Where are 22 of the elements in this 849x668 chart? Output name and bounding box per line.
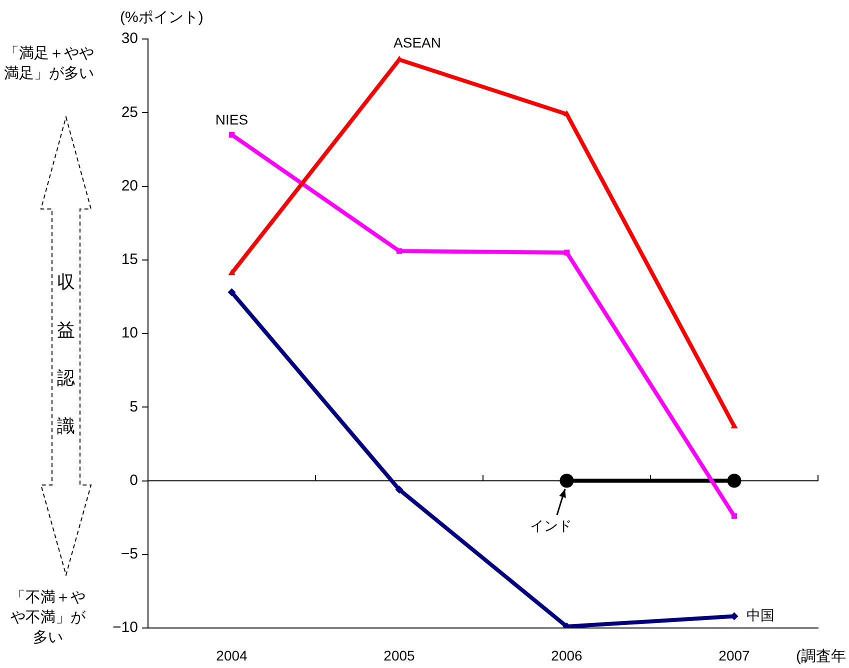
series-label: ASEAN bbox=[394, 34, 441, 50]
y-tick-label: 0 bbox=[130, 472, 138, 489]
text: 「満足＋やや満足」が多い bbox=[4, 44, 95, 84]
y-tick-label: 15 bbox=[121, 251, 138, 268]
y-tick-label: −10 bbox=[112, 619, 138, 636]
x-tick-label: 2007 bbox=[718, 647, 750, 664]
y-tick-label: 20 bbox=[121, 177, 138, 194]
series-label: NIES bbox=[215, 112, 248, 128]
y-tick-label: 5 bbox=[130, 398, 138, 416]
legend-label: インド bbox=[530, 518, 572, 534]
x-axis-title: (調査年 bbox=[796, 648, 846, 666]
y-tick-label: 25 bbox=[121, 104, 138, 121]
text: 「不満＋やや不満」が多い bbox=[10, 588, 86, 648]
x-tick-label: 2006 bbox=[551, 647, 583, 664]
text: 収益認識 bbox=[57, 272, 75, 436]
y-axis-title: (%ポイント) bbox=[120, 9, 204, 26]
series-label: 中国 bbox=[746, 607, 774, 624]
x-tick-label: 2004 bbox=[216, 647, 248, 664]
y-tick-label: 30 bbox=[121, 30, 138, 48]
y-tick-label: −5 bbox=[120, 546, 138, 563]
x-tick-label: 2005 bbox=[384, 647, 416, 664]
y-tick-label: 10 bbox=[121, 324, 138, 342]
